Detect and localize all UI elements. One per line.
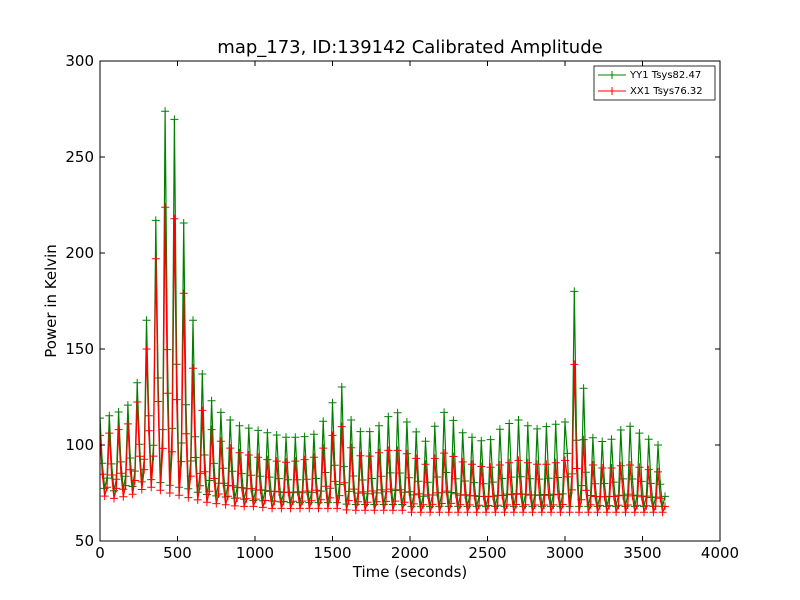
legend: YY1 Tsys82.47 XX1 Tsys76.32	[593, 65, 716, 101]
chart-title: map_173, ID:139142 Calibrated Amplitude	[217, 37, 602, 58]
y-tick-label: 250	[65, 148, 94, 166]
y-axis-label: Power in Kelvin	[42, 244, 60, 358]
y-tick-label: 150	[65, 340, 94, 358]
y-axis-ticks: 50 100 150 200 250 300	[65, 52, 720, 550]
x-axis-ticks: 0 500 1000 1500 2000 2500 3000 3500 4000	[95, 61, 739, 562]
x-tick-label: 1500	[313, 544, 351, 562]
x-tick-label: 0	[95, 544, 105, 562]
y-tick-label: 100	[65, 436, 94, 454]
y-tick-label: 200	[65, 244, 94, 262]
series-line-xx1	[100, 207, 666, 515]
series-markers-xx1	[100, 203, 669, 517]
x-tick-label: 2000	[391, 544, 429, 562]
legend-box	[593, 65, 716, 101]
x-axis-label: Time (seconds)	[352, 563, 468, 581]
x-tick-label: 3500	[623, 544, 661, 562]
legend-marker-xx1-icon	[608, 87, 616, 95]
x-tick-label: 2500	[468, 544, 506, 562]
y-tick-label: 50	[75, 532, 94, 550]
x-tick-label: 3000	[546, 544, 584, 562]
plot-area: 0 500 1000 1500 2000 2500 3000 3500 4000 50 100 15…	[65, 52, 739, 562]
x-tick-label: 4000	[701, 544, 739, 562]
series-layer	[100, 107, 669, 517]
x-tick-label: 500	[163, 544, 192, 562]
legend-label-xx1: XX1 Tsys76.32	[630, 86, 703, 97]
y-tick-label: 300	[65, 52, 94, 70]
x-tick-label: 1000	[236, 544, 274, 562]
legend-label-yy1: YY1 Tsys82.47	[629, 70, 701, 81]
legend-marker-yy1-icon	[608, 71, 616, 79]
